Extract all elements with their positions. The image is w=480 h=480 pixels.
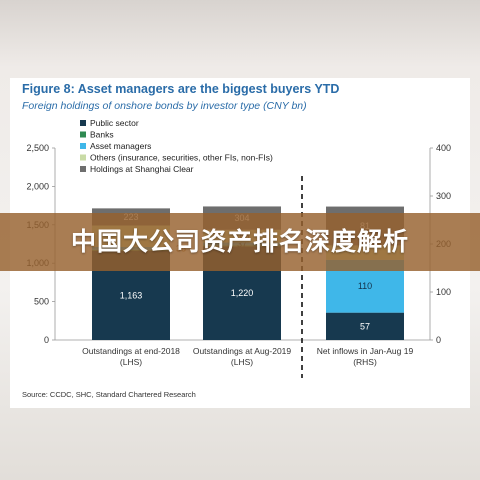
left-tick-label: 2,500 [26, 143, 49, 153]
category-label: (LHS) [231, 357, 253, 367]
right-tick-label: 300 [436, 191, 451, 201]
legend-swatch [80, 143, 86, 149]
category-label: Outstandings at Aug-2019 [193, 346, 292, 356]
right-tick-label: 100 [436, 287, 451, 297]
figure-subtitle: Foreign holdings of onshore bonds by inv… [22, 100, 307, 112]
right-tick-label: 0 [436, 335, 441, 345]
banner-title: 中国大公司资产排名深度解析 [70, 227, 409, 256]
title-banner [0, 213, 480, 271]
figure-source: Source: CCDC, SHC, Standard Chartered Re… [22, 390, 196, 399]
left-tick-label: 500 [34, 297, 49, 307]
data-label: 1,163 [120, 290, 143, 300]
legend-label: Public sector [90, 118, 139, 128]
legend-label: Asset managers [90, 141, 151, 151]
legend-swatch [80, 154, 86, 161]
legend-swatch [80, 131, 86, 138]
data-label: 57 [360, 321, 370, 331]
category-label: (RHS) [353, 357, 377, 367]
figure-title: Figure 8: Asset managers are the biggest… [22, 82, 340, 96]
category-label: Net inflows in Jan-Aug 19 [317, 346, 414, 356]
left-tick-label: 0 [44, 335, 49, 345]
category-label: Outstandings at end-2018 [82, 346, 180, 356]
bar-segment [326, 312, 404, 340]
data-label: 110 [358, 281, 372, 291]
legend-label: Others (insurance, securities, other FIs… [90, 153, 273, 163]
category-label: (LHS) [120, 357, 142, 367]
legend-label: Banks [90, 130, 114, 140]
right-tick-label: 400 [436, 143, 451, 153]
left-tick-label: 2,000 [26, 181, 49, 191]
legend-swatch [80, 120, 86, 126]
legend-swatch [80, 166, 86, 172]
data-label: 1,220 [231, 288, 254, 298]
legend-label: Holdings at Shanghai Clear [90, 164, 194, 174]
